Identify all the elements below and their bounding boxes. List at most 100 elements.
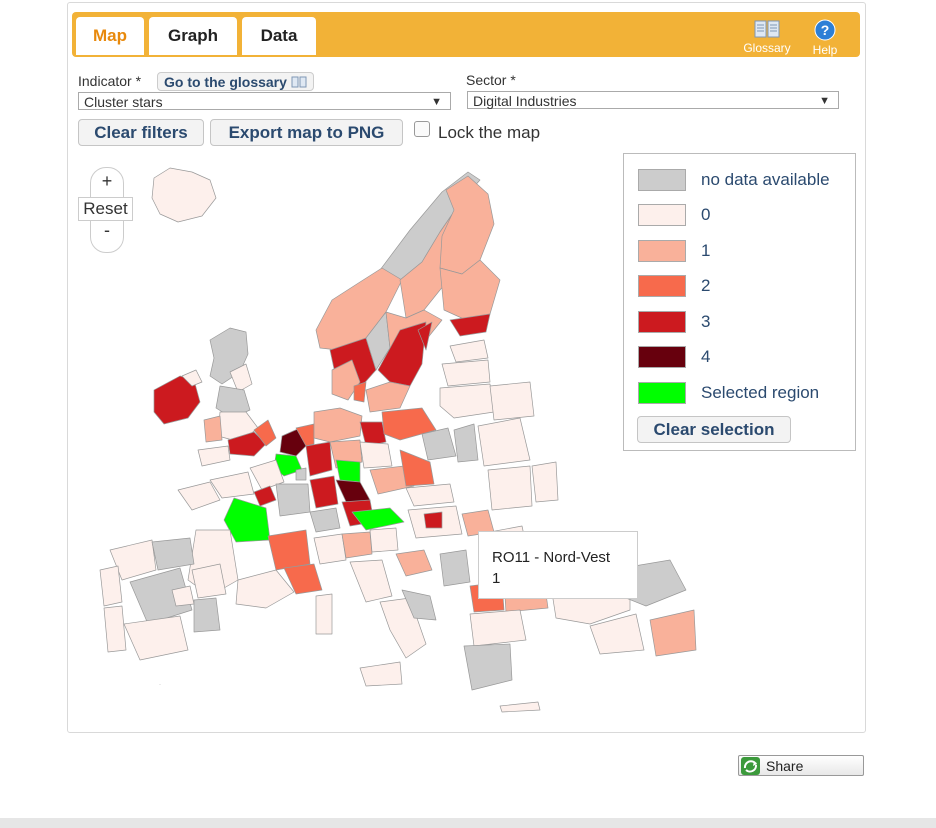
zoom-reset-button[interactable]: Reset [78, 197, 133, 221]
region-ukraine-border [477, 417, 531, 467]
svg-text:·: · [159, 682, 161, 688]
clear-selection-button[interactable]: Clear selection [637, 416, 791, 443]
region-france-rhone-alpes [267, 529, 311, 571]
tab-graph[interactable]: Graph [149, 17, 237, 55]
region-finland-north [439, 175, 495, 275]
region-denmark-east [353, 381, 367, 403]
book-icon [754, 20, 780, 38]
legend-label: 1 [701, 241, 711, 260]
legend-item: 2 [638, 274, 710, 298]
export-png-button[interactable]: Export map to PNG [210, 119, 403, 146]
region-germany-west [305, 441, 333, 477]
region-luxembourg [295, 467, 307, 481]
glossary-label: Glossary [743, 41, 791, 55]
region-moldova [531, 461, 559, 503]
map-legend: no data available 0 1 2 3 4 Selected reg… [623, 153, 856, 451]
region-spain-andalucia [123, 615, 189, 661]
tab-bar: Map Graph Data Glossary ? Help [72, 12, 860, 57]
sector-select[interactable]: Digital Industries ▼ [467, 91, 839, 109]
region-austria [351, 507, 405, 531]
region-spain-valencia [193, 597, 221, 633]
region-wales [203, 415, 223, 443]
indicator-label: Indicator * [78, 73, 142, 89]
region-spain-madrid [171, 585, 195, 607]
share-label: Share [766, 757, 804, 774]
region-sweden-south [365, 381, 411, 413]
region-belarus-border [489, 381, 535, 421]
lock-map-label: Lock the map [438, 123, 541, 142]
region-estonia [449, 339, 489, 363]
region-finland-helsinki [449, 313, 491, 337]
tooltip-value: 1 [492, 570, 501, 587]
share-icon [741, 756, 760, 775]
legend-label: 2 [701, 276, 711, 295]
region-norway-west [315, 267, 403, 351]
region-serbia [439, 549, 471, 587]
help-button[interactable]: ? Help [800, 19, 850, 57]
glossary-link-text: Go to the glossary [164, 73, 287, 90]
legend-swatch [638, 240, 686, 262]
clear-filters-button[interactable]: Clear filters [78, 119, 204, 146]
zoom-out-button[interactable]: - [104, 220, 110, 240]
legend-item: no data available [638, 168, 830, 192]
region-greece-south [463, 643, 513, 691]
region-east-4 [649, 609, 697, 657]
legend-label: Selected region [701, 383, 820, 402]
region-south-west-england [197, 445, 231, 467]
legend-item: 3 [638, 310, 710, 334]
region-netherlands-north [295, 423, 315, 447]
region-greece-north [469, 609, 527, 647]
region-italy-puglia [401, 589, 437, 621]
legend-swatch [638, 204, 686, 226]
region-france-bretagne [177, 481, 221, 511]
region-portugal-south [103, 605, 127, 653]
region-lithuania [439, 383, 495, 419]
go-to-glossary-button[interactable]: Go to the glossary [157, 72, 314, 91]
region-slovakia [405, 483, 455, 507]
glossary-button[interactable]: Glossary [742, 19, 792, 55]
dropdown-arrow-icon: ▼ [819, 95, 830, 107]
legend-swatch [638, 346, 686, 368]
legend-swatch [638, 382, 686, 404]
region-czechia [369, 465, 415, 495]
legend-swatch [638, 275, 686, 297]
region-croatia [395, 549, 433, 577]
tooltip-region-name: RO11 - Nord-Vest [492, 549, 611, 566]
region-spain-north [151, 537, 195, 571]
region-italy-north-west [313, 533, 347, 565]
indicator-value: Cluster stars [84, 94, 163, 110]
region-poland-south [399, 449, 435, 487]
tab-data[interactable]: Data [242, 17, 316, 55]
legend-swatch [638, 169, 686, 191]
region-germany-bawue [309, 475, 339, 509]
region-france-paris [253, 485, 277, 507]
tab-map[interactable]: Map [76, 17, 144, 55]
region-poland-north [381, 407, 437, 441]
legend-item: Selected region [638, 381, 819, 405]
region-france-nord [249, 459, 285, 491]
zoom-in-button[interactable]: + [101, 171, 113, 191]
region-germany-north [313, 407, 363, 443]
sector-label: Sector * [466, 72, 516, 88]
region-finland-mid [439, 259, 501, 321]
legend-label: 4 [701, 347, 711, 366]
indicator-select[interactable]: Cluster stars ▼ [78, 92, 451, 110]
region-france-paca [283, 563, 323, 595]
region-sweden-east [417, 321, 433, 351]
legend-item: 1 [638, 239, 710, 263]
region-spain-catalonia [191, 563, 227, 599]
region-germany-berlin [359, 421, 387, 447]
region-spain-castilla [129, 567, 193, 625]
region-portugal-north [99, 565, 123, 607]
region-tooltip: RO11 - Nord-Vest 1 [478, 531, 638, 599]
legend-item: 0 [638, 203, 710, 227]
region-france-centre [223, 497, 271, 543]
legend-label: 0 [701, 205, 711, 224]
lock-map-checkbox[interactable] [414, 121, 430, 137]
legend-swatch [638, 311, 686, 333]
region-sicily [359, 661, 403, 687]
region-germany-thueringen [335, 459, 361, 483]
share-button[interactable]: Share [738, 755, 864, 776]
region-france-occitanie [235, 569, 295, 609]
legend-label: 3 [701, 312, 711, 331]
